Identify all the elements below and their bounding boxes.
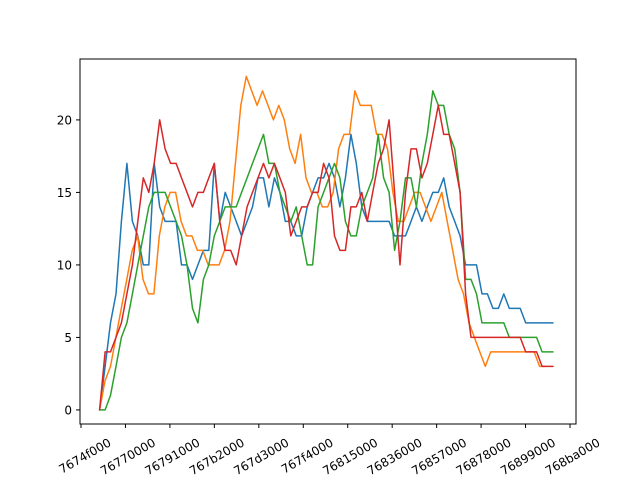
y-tick-label: 10 (57, 258, 72, 272)
line-series-blue (98, 133, 554, 411)
line-series-orange (98, 75, 546, 411)
line-series-green (98, 90, 554, 411)
x-axis: 7674f0007677000076791000767b2000767d3000… (57, 424, 603, 478)
y-tick-label: 15 (57, 186, 72, 200)
y-tick-label: 20 (57, 113, 72, 127)
plot-border (79, 58, 577, 425)
y-tick-label: 5 (64, 331, 72, 345)
y-tick-label: 0 (64, 403, 72, 417)
y-axis: 0 5 10 15 20 (57, 113, 80, 417)
line-series-red (98, 104, 554, 411)
